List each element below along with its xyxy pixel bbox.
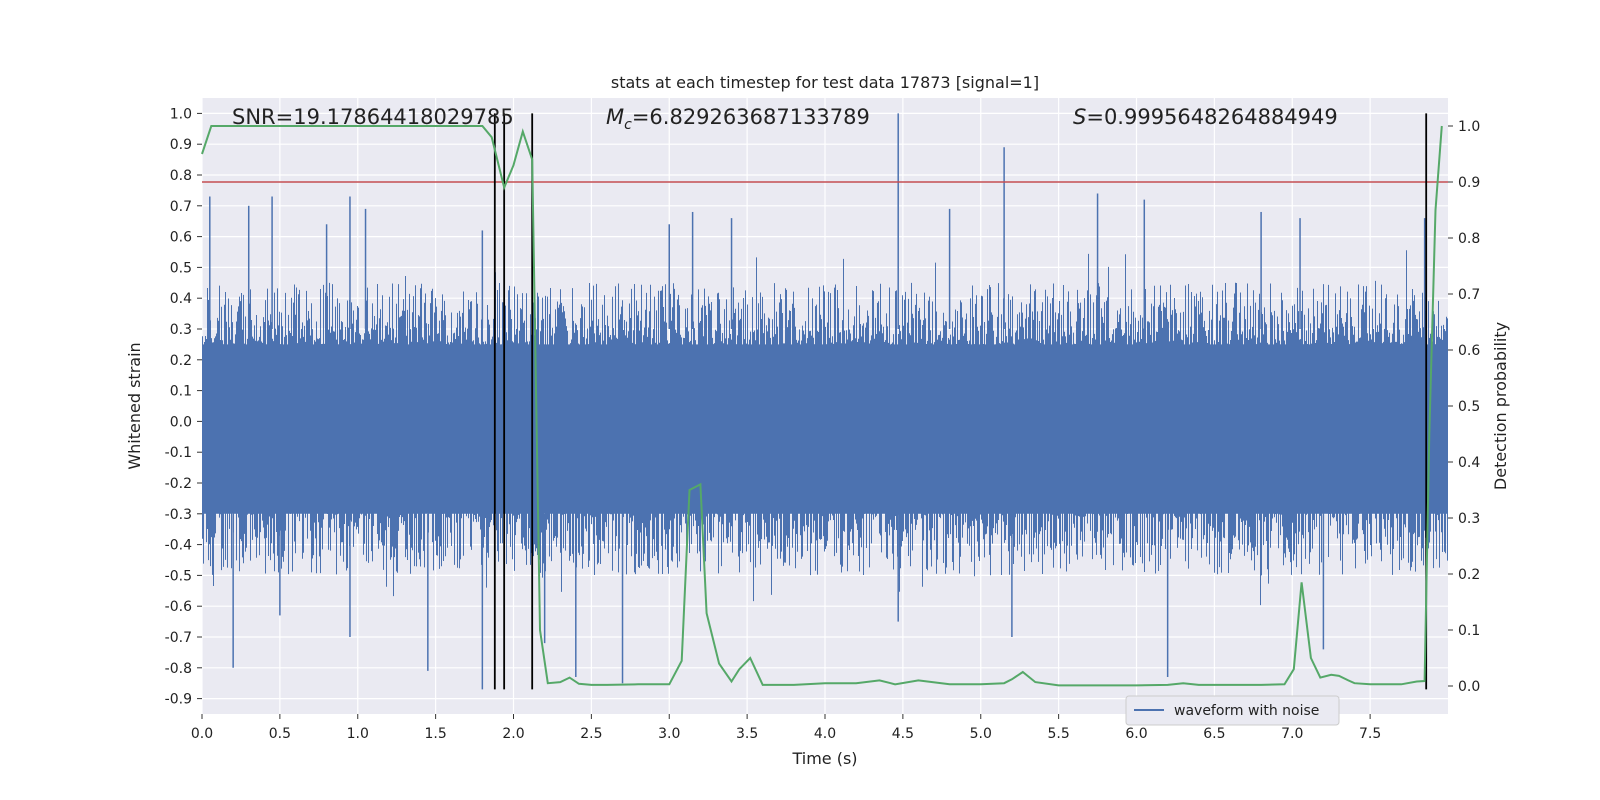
- y-tick-label: 0.9: [170, 137, 192, 153]
- probability-series: [201, 125, 1443, 687]
- x-tick-label: 1.0: [347, 726, 369, 742]
- y-tick-label: -0.7: [165, 630, 192, 646]
- x-tick-label: 4.5: [892, 726, 914, 742]
- probability-line: [201, 125, 1443, 687]
- y-tick-label: -0.6: [165, 599, 192, 615]
- legend-label: waveform with noise: [1174, 703, 1319, 719]
- y-tick-label: 0.0: [170, 414, 192, 430]
- y-tick-label: 0.4: [170, 291, 192, 307]
- right-axis-ticks: 1.0 0.9 0.8 0.7 0.6 0.5 0.4 0.3 0.2 0.1 0.0: [1448, 119, 1480, 695]
- x-tick-label: 2.5: [580, 726, 602, 742]
- y-tick-label: -0.8: [165, 661, 192, 677]
- x-tick-label: 3.0: [658, 726, 680, 742]
- right-y-tick-label: 0.4: [1458, 455, 1480, 471]
- x-tick-label: 6.0: [1125, 726, 1147, 742]
- right-y-tick-label: 0.6: [1458, 343, 1480, 359]
- x-tick-label: 1.5: [424, 726, 446, 742]
- legend: waveform with noise: [1125, 695, 1340, 726]
- y-tick-label: 0.7: [170, 199, 192, 215]
- right-y-tick-label: 0.3: [1458, 511, 1480, 527]
- x-tick-label: 6.5: [1203, 726, 1225, 742]
- x-tick-label: 3.5: [736, 726, 758, 742]
- right-y-tick-label: 0.9: [1458, 175, 1480, 191]
- y-tick-label: -0.4: [165, 538, 192, 554]
- chirp-mass-value: =6.829263687133789: [632, 105, 870, 129]
- y-tick-label: 0.3: [170, 322, 192, 338]
- x-tick-label: 7.5: [1359, 726, 1381, 742]
- y-tick-label: -0.3: [165, 507, 192, 523]
- right-y-tick-label: 0.2: [1458, 567, 1480, 583]
- right-y-tick-label: 0.0: [1458, 679, 1480, 695]
- y-tick-label: 1.0: [170, 106, 192, 122]
- x-tick-label: 0.5: [269, 726, 291, 742]
- x-tick-label: 0.0: [191, 726, 213, 742]
- x-tick-label: 7.0: [1281, 726, 1303, 742]
- chart-title: stats at each timestep for test data 178…: [611, 73, 1039, 92]
- y-tick-label: -0.5: [165, 568, 192, 584]
- x-axis-label: Time (s): [791, 749, 857, 768]
- right-y-tick-label: 0.5: [1458, 399, 1480, 415]
- y-axis-ticks: 1.0 0.9 0.8 0.7 0.6 0.5 0.4 0.3 0.2 0.1 0.0 -0.1 -0.…: [165, 106, 202, 708]
- x-tick-label: 4.0: [814, 726, 836, 742]
- right-y-tick-label: 1.0: [1458, 119, 1480, 135]
- x-axis-ticks: 0.0 0.5 1.0 1.5 2.0 2.5 3.0 3.5 4.0 4.5 5.0 5.5 6.0 6…: [191, 714, 1381, 742]
- y-tick-label: 0.2: [170, 353, 192, 369]
- significance-annotation: S=0.9995648264884949: [1073, 105, 1338, 129]
- x-tick-label: 5.0: [970, 726, 992, 742]
- y-tick-label: 0.1: [170, 384, 192, 400]
- significance-value: =0.9995648264884949: [1086, 105, 1337, 129]
- y-tick-label: -0.2: [165, 476, 192, 492]
- chirp-mass-annotation: Mc=6.829263687133789: [606, 105, 870, 133]
- y-tick-label: -0.9: [165, 692, 192, 708]
- x-tick-label: 2.0: [502, 726, 524, 742]
- right-y-tick-label: 0.7: [1458, 287, 1480, 303]
- snr-annotation: SNR=19.17864418029785: [232, 105, 514, 129]
- legend-box: [1125, 695, 1340, 726]
- y-tick-label: 0.5: [170, 260, 192, 276]
- right-y-tick-label: 0.1: [1458, 623, 1480, 639]
- waveform-series: [202, 113, 1448, 690]
- x-tick-label: 5.5: [1047, 726, 1069, 742]
- right-y-axis-label: Detection probability: [1491, 322, 1510, 490]
- right-y-tick-label: 0.8: [1458, 231, 1480, 247]
- y-axis-label: Whitened strain: [125, 342, 144, 469]
- y-tick-label: -0.1: [165, 445, 192, 461]
- y-tick-label: 0.6: [170, 230, 192, 246]
- y-tick-label: 0.8: [170, 168, 192, 184]
